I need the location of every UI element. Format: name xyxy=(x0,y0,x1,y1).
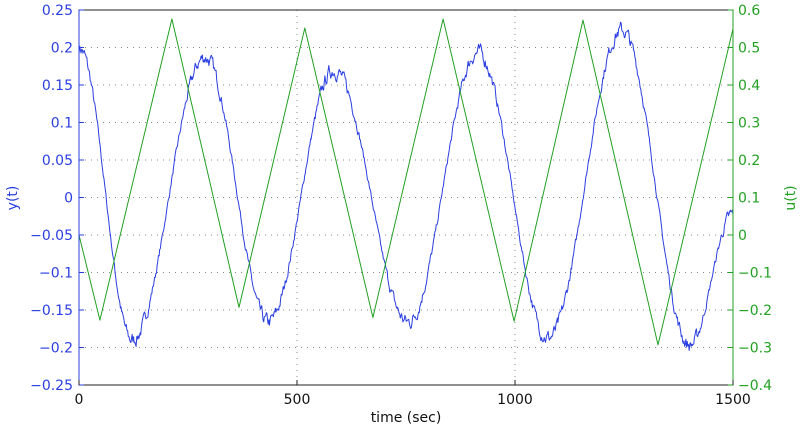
x-tick-label: 1000 xyxy=(497,392,533,408)
tick-layer: 0.25 0.2 0.15 0.1 0.05 0 −0.05 −0.1 −0.15 −0.2 −0.… xyxy=(30,3,772,408)
y-left-tick-label: −0.15 xyxy=(30,303,73,319)
y-right-tick-label: 0.2 xyxy=(738,153,760,169)
y-right-tick-label: −0.4 xyxy=(738,378,772,394)
y-right-tick-label: 0.3 xyxy=(738,116,760,132)
y-left-tick-label: 0 xyxy=(64,191,73,207)
plot-frame xyxy=(78,9,734,386)
y-left-tick-label: −0.05 xyxy=(30,228,73,244)
x-tick-label: 500 xyxy=(284,392,311,408)
y-left-tick-label: 0.1 xyxy=(51,116,73,132)
y-right-tick-label: −0.3 xyxy=(738,341,772,357)
y-left-tick-label: −0.1 xyxy=(39,266,73,282)
y-right-tick-label: −0.1 xyxy=(738,266,772,282)
y-right-tick-label: 0 xyxy=(738,228,747,244)
x-tick-label: 1500 xyxy=(715,392,751,408)
series-layer xyxy=(78,18,734,351)
y-left-tick-label: −0.2 xyxy=(39,341,73,357)
y-left-tick-label: −0.25 xyxy=(30,378,73,394)
x-axis-label: time (sec) xyxy=(371,410,442,426)
y-right-tick-label: 0.4 xyxy=(738,78,760,94)
x-tick-label: 0 xyxy=(75,392,84,408)
y-right-tick-label: 0.1 xyxy=(738,191,760,207)
y-left-tick-label: 0.2 xyxy=(51,41,73,57)
series-line-yt xyxy=(78,21,734,351)
y-left-tick-label: 0.05 xyxy=(42,153,73,169)
grid-lines xyxy=(79,10,733,385)
y-left-axis-label: y(t) xyxy=(5,186,21,211)
y-right-tick-label: −0.2 xyxy=(738,303,772,319)
y-right-tick-label: 0.5 xyxy=(738,41,760,57)
series-line-ut xyxy=(78,18,734,346)
y-right-axis-label: u(t) xyxy=(783,185,799,210)
y-left-tick-label: 0.15 xyxy=(42,78,73,94)
y-right-tick-label: 0.6 xyxy=(738,3,760,19)
y-left-tick-label: 0.25 xyxy=(42,3,73,19)
